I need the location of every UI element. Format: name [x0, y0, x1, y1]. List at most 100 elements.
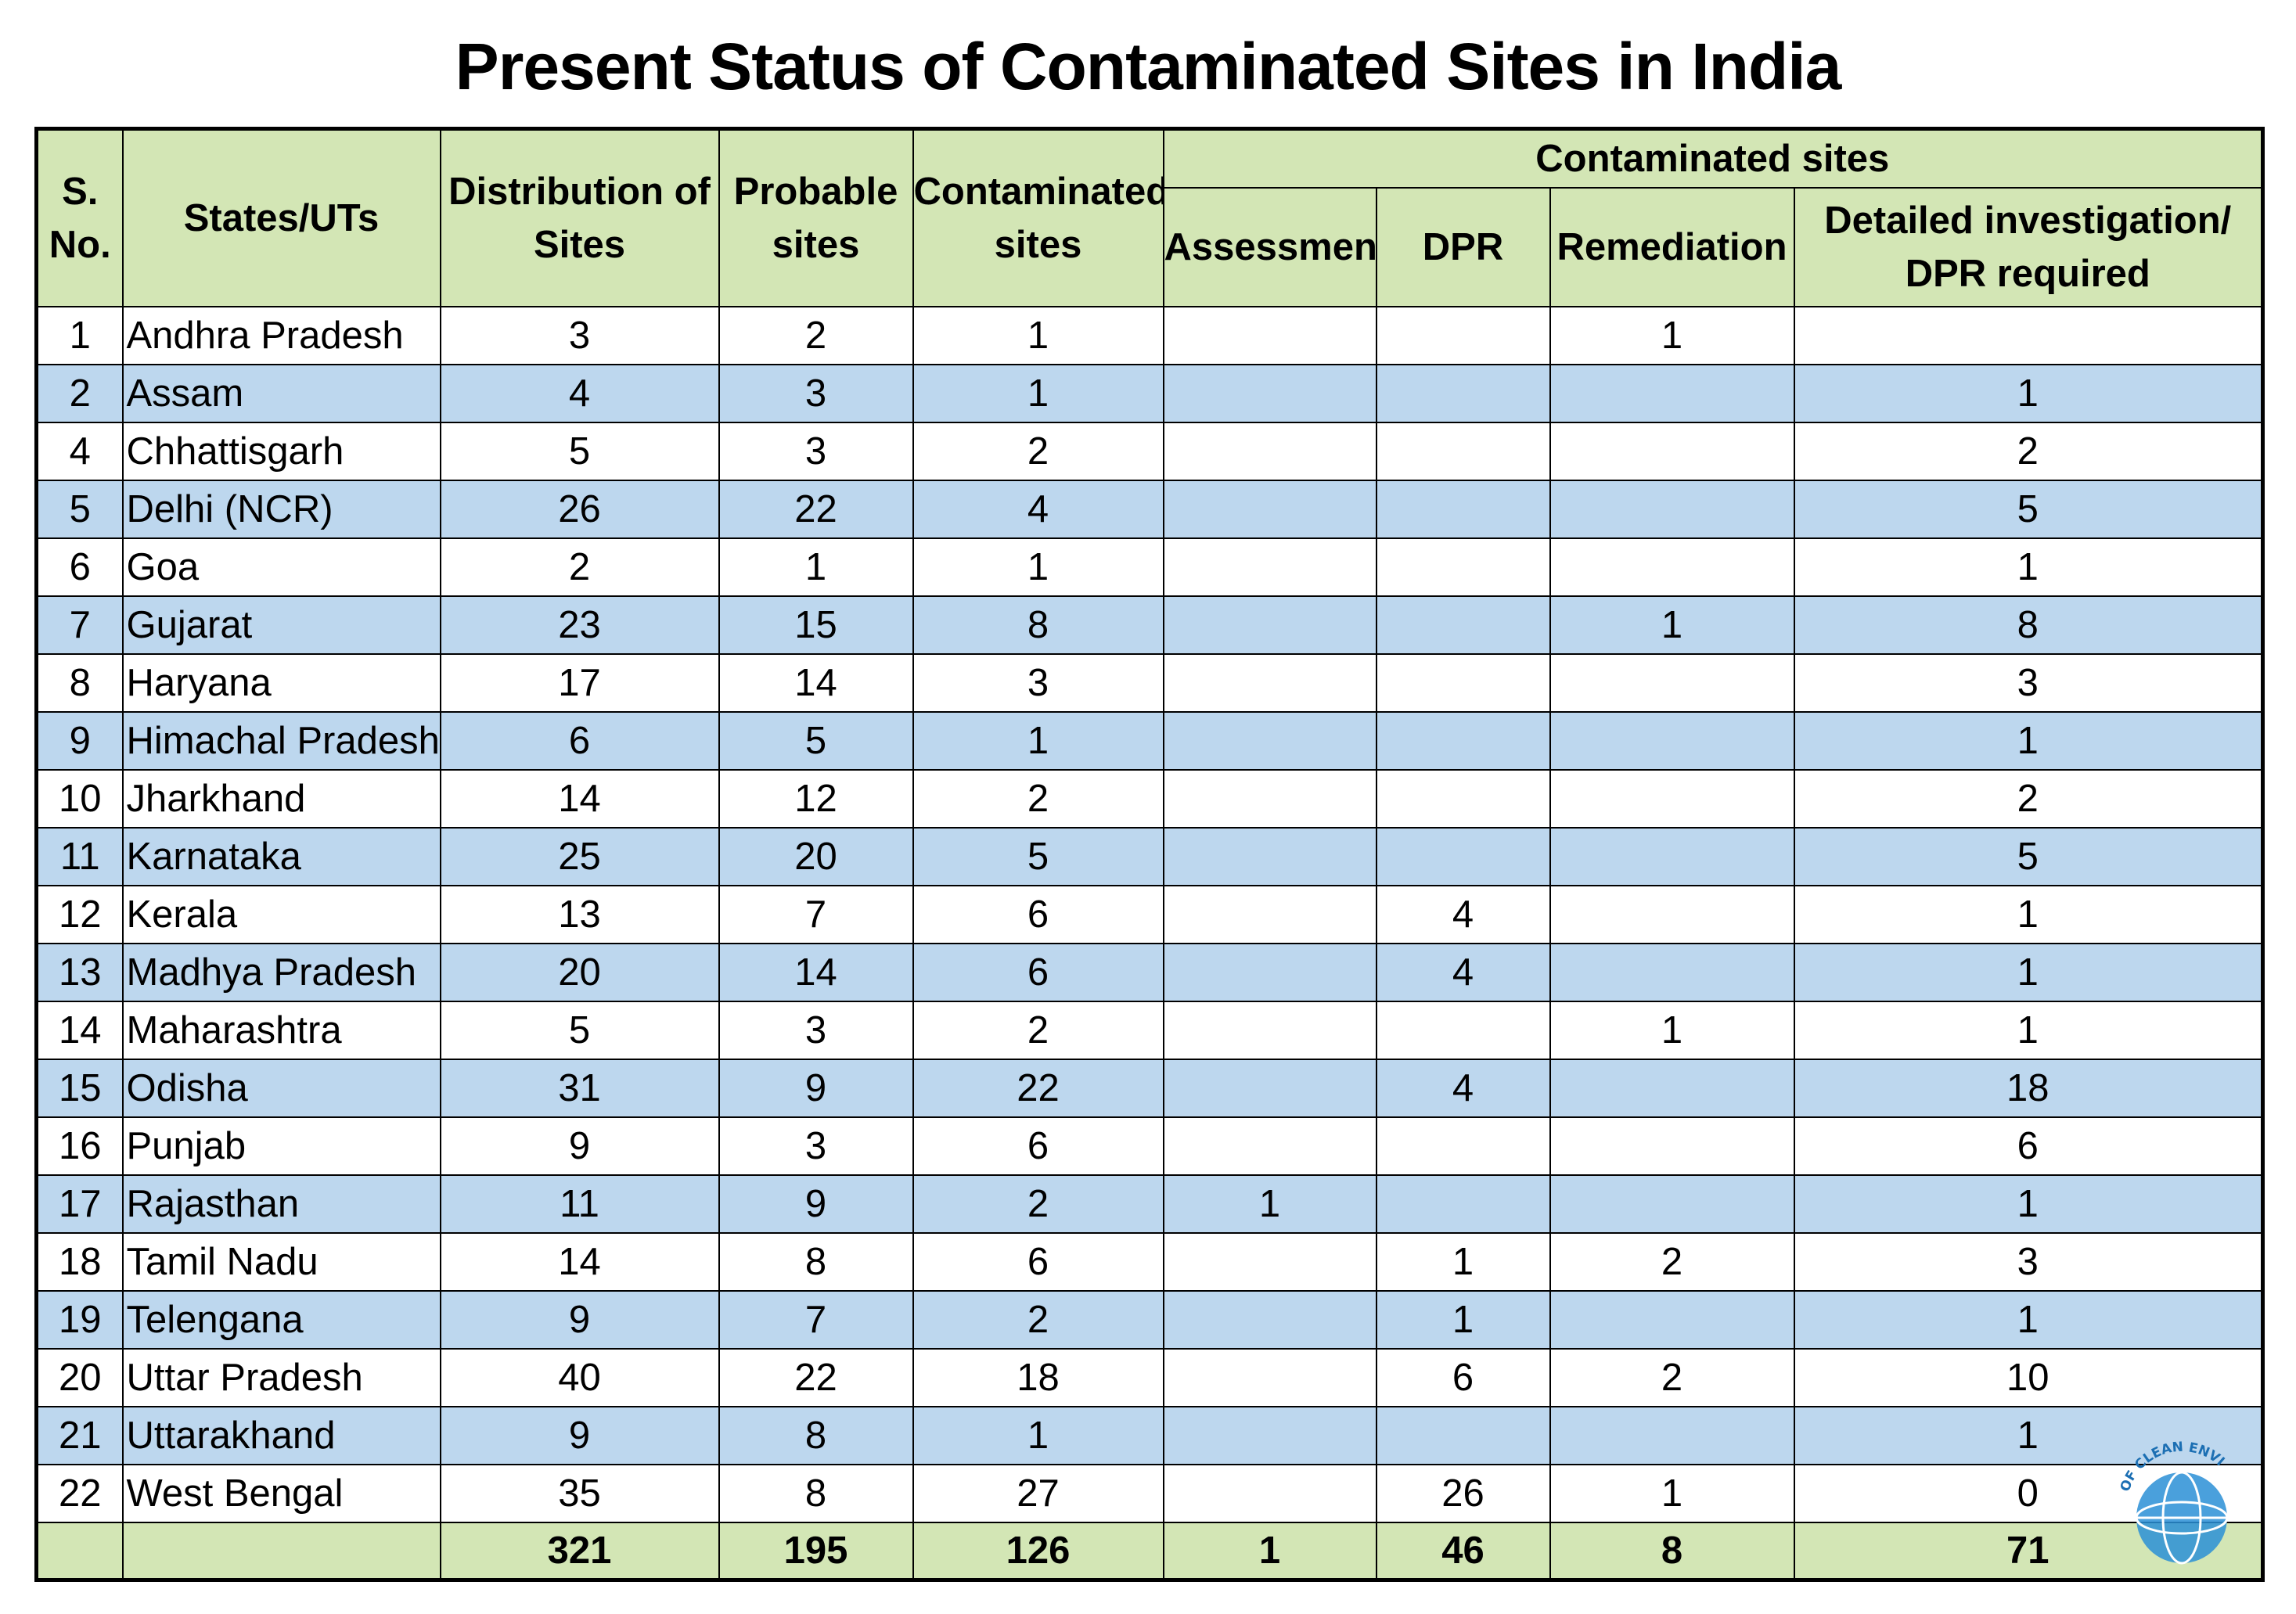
cell-state: Gujarat — [121, 595, 441, 655]
cell-state: West Bengal — [121, 1464, 441, 1523]
cell-probable: 1 — [718, 537, 914, 597]
cell-distribution: 26 — [439, 480, 720, 539]
cell-detailed: 5 — [1793, 827, 2264, 886]
table-row: 5 Delhi (NCR) 26 22 4 5 — [35, 480, 2264, 539]
cell-contaminated: 1 — [912, 711, 1164, 771]
table-row: 22 West Bengal 35 8 27 26 1 0 — [35, 1464, 2264, 1523]
cell-remediation — [1549, 827, 1795, 886]
header-remediation: Remediation — [1549, 187, 1795, 307]
cell-state: Tamil Nadu — [121, 1232, 441, 1292]
header-distribution: Distribution of Sites — [439, 128, 720, 307]
cell-detailed: 0 — [1793, 1464, 2264, 1523]
cell-distribution: 4 — [439, 364, 720, 423]
cell-distribution: 9 — [439, 1116, 720, 1176]
table-row: 1 Andhra Pradesh 3 2 1 1 — [35, 306, 2264, 365]
cell-distribution: 2 — [439, 537, 720, 597]
cell-contaminated: 2 — [912, 422, 1164, 481]
cell-state: Haryana — [121, 653, 441, 713]
header-contaminated-group: Contaminated sites — [1162, 128, 2264, 189]
cell-remediation — [1549, 1406, 1795, 1465]
cell-detailed: 3 — [1793, 1232, 2264, 1292]
cell-state: Chhattisgarh — [121, 422, 441, 481]
cell-assessment — [1162, 1116, 1377, 1176]
cell-dpr: 4 — [1375, 885, 1551, 944]
cell-contaminated: 2 — [912, 1174, 1164, 1234]
cell-state: Delhi (NCR) — [121, 480, 441, 539]
cell-remediation: 2 — [1549, 1348, 1795, 1407]
cell-distribution: 31 — [439, 1059, 720, 1118]
cell-detailed: 1 — [1793, 943, 2264, 1002]
table-row: 20 Uttar Pradesh 40 22 18 6 2 10 — [35, 1348, 2264, 1407]
cell-distribution: 6 — [439, 711, 720, 771]
cell-remediation: 1 — [1549, 1464, 1795, 1523]
cell-probable: 9 — [718, 1174, 914, 1234]
total-detailed: 71 — [1793, 1522, 2264, 1581]
cell-assessment — [1162, 885, 1377, 944]
cell-state: Telengana — [121, 1290, 441, 1350]
table-row: 14 Maharashtra 5 3 2 1 1 — [35, 1001, 2264, 1060]
cell-state: Madhya Pradesh — [121, 943, 441, 1002]
cell-dpr — [1375, 1406, 1551, 1465]
table-row: 4 Chhattisgarh 5 3 2 2 — [35, 422, 2264, 481]
table-row: 13 Madhya Pradesh 20 14 6 4 1 — [35, 943, 2264, 1002]
cell-detailed: 1 — [1793, 1290, 2264, 1350]
cell-contaminated: 1 — [912, 1406, 1164, 1465]
table-row: 18 Tamil Nadu 14 8 6 1 2 3 — [35, 1232, 2264, 1292]
cell-probable: 2 — [718, 306, 914, 365]
cell-assessment — [1162, 306, 1377, 365]
cell-dpr — [1375, 595, 1551, 655]
page-title: Present Status of Contaminated Sites in … — [455, 30, 1842, 103]
cell-sno: 9 — [35, 711, 124, 771]
cell-state: Andhra Pradesh — [121, 306, 441, 365]
cell-dpr — [1375, 306, 1551, 365]
cell-state: Odisha — [121, 1059, 441, 1118]
cell-remediation: 1 — [1549, 1001, 1795, 1060]
cell-remediation — [1549, 1290, 1795, 1350]
contaminated-sites-table: S. No. States/UTs Distribution of Sites … — [34, 127, 2265, 1582]
total-dpr: 46 — [1375, 1522, 1551, 1581]
header-contaminated: Contaminated sites — [912, 128, 1164, 307]
cell-sno: 22 — [35, 1464, 124, 1523]
cell-assessment — [1162, 480, 1377, 539]
table-row: 16 Punjab 9 3 6 6 — [35, 1116, 2264, 1176]
cell-remediation — [1549, 1059, 1795, 1118]
cell-contaminated: 6 — [912, 1232, 1164, 1292]
cell-contaminated: 1 — [912, 537, 1164, 597]
total-remediation: 8 — [1549, 1522, 1795, 1581]
cell-remediation — [1549, 537, 1795, 597]
cell-state: Rajasthan — [121, 1174, 441, 1234]
cell-contaminated: 3 — [912, 653, 1164, 713]
cell-detailed: 6 — [1793, 1116, 2264, 1176]
cell-sno: 2 — [35, 364, 124, 423]
cell-detailed: 1 — [1793, 711, 2264, 771]
cell-state: Uttar Pradesh — [121, 1348, 441, 1407]
header-sno: S. No. — [35, 128, 124, 307]
cell-assessment — [1162, 1232, 1377, 1292]
cell-remediation: 2 — [1549, 1232, 1795, 1292]
cell-sno: 5 — [35, 480, 124, 539]
table-row: 17 Rajasthan 11 9 2 1 1 — [35, 1174, 2264, 1234]
table-row: 15 Odisha 31 9 22 4 18 — [35, 1059, 2264, 1118]
cell-assessment — [1162, 653, 1377, 713]
total-probable: 195 — [718, 1522, 914, 1581]
cell-probable: 20 — [718, 827, 914, 886]
cell-contaminated: 1 — [912, 306, 1164, 365]
cell-sno: 4 — [35, 422, 124, 481]
cell-dpr: 4 — [1375, 1059, 1551, 1118]
total-state — [121, 1522, 441, 1581]
cell-distribution: 14 — [439, 1232, 720, 1292]
cell-remediation — [1549, 885, 1795, 944]
cell-probable: 9 — [718, 1059, 914, 1118]
cell-remediation — [1549, 943, 1795, 1002]
cell-contaminated: 5 — [912, 827, 1164, 886]
cell-contaminated: 6 — [912, 1116, 1164, 1176]
cell-sno: 12 — [35, 885, 124, 944]
cell-detailed: 1 — [1793, 1001, 2264, 1060]
cell-detailed: 1 — [1793, 1174, 2264, 1234]
cell-remediation — [1549, 364, 1795, 423]
cell-sno: 10 — [35, 769, 124, 829]
cell-contaminated: 4 — [912, 480, 1164, 539]
header-assessment: Assessment — [1162, 187, 1377, 307]
cell-distribution: 23 — [439, 595, 720, 655]
cell-assessment — [1162, 1059, 1377, 1118]
